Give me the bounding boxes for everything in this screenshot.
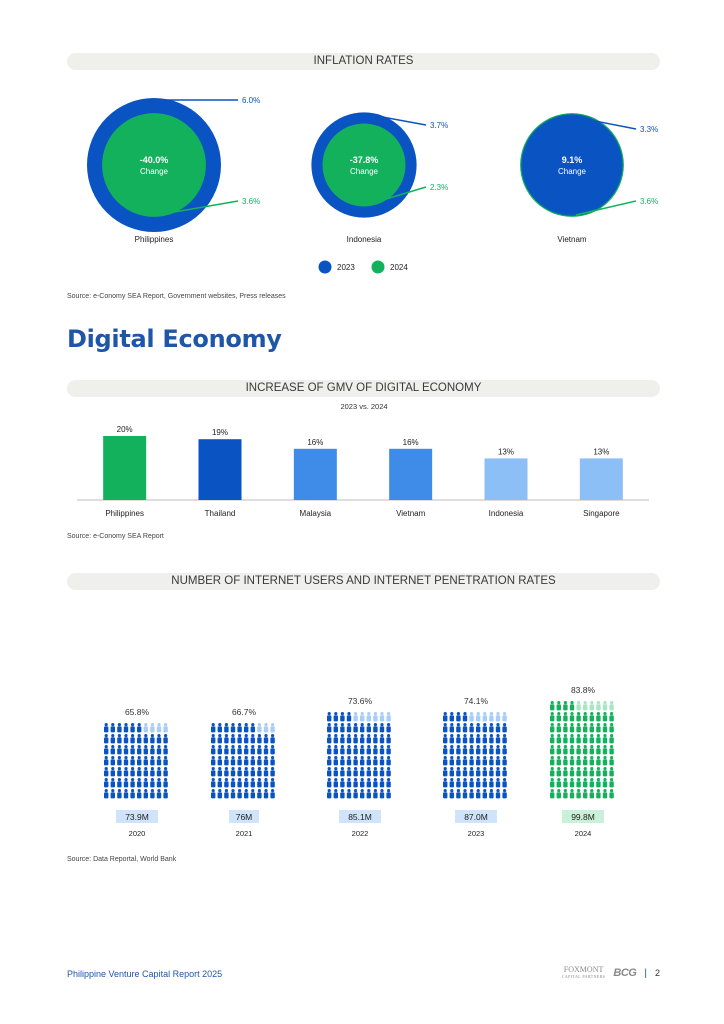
country-name: Indonesia [347, 235, 382, 244]
users-badge-bg [455, 810, 497, 823]
year-label: 2020 [129, 829, 146, 838]
change-value: -37.8% [350, 155, 379, 165]
footer-logos: FOXMONT CAPITAL PARTNERS BCG | 2 [562, 966, 660, 980]
gmv-category-label: Thailand [205, 509, 236, 518]
pictogram-2022: 73.6% 85.1M 2022 [327, 696, 391, 838]
foxmont-logo: FOXMONT CAPITAL PARTNERS [561, 965, 606, 980]
footer-report-title: Philippine Venture Capital Report 2025 [67, 969, 223, 979]
label-2024: 3.6% [640, 197, 658, 206]
leader-2024 [575, 200, 637, 216]
change-value: -40.0% [140, 155, 169, 165]
label-2023: 3.3% [640, 125, 658, 134]
gmv-value-label: 16% [403, 438, 419, 447]
change-label: Change [558, 167, 587, 176]
gmv-bar-indonesia [484, 458, 528, 500]
gmv-bar-singapore [579, 458, 623, 500]
change-value: 9.1% [562, 155, 583, 165]
internet-pictogram-chart: 65.8% 73.9M 2020 66.7% 76M 2021 73.6% 85.1M 2022… [104, 685, 614, 838]
country-name: Philippines [135, 235, 174, 244]
pictogram-2021: 66.7% 76M 2021 [211, 707, 275, 838]
gmv-category-label: Malaysia [300, 509, 332, 518]
country-name: Vietnam [557, 235, 587, 244]
label-2024: 2.3% [430, 183, 448, 192]
gmv-value-label: 20% [117, 425, 133, 434]
users-value: 73.9M [125, 812, 149, 822]
gmv-bar-thailand [198, 439, 242, 500]
inflation-source: Source: e-Conomy SEA Report, Government … [67, 293, 286, 300]
change-label: Change [350, 167, 379, 176]
legend-swatch-2024 [371, 260, 385, 274]
year-label: 2024 [575, 829, 592, 838]
gmv-value-label: 16% [307, 438, 323, 447]
users-value: 99.8M [571, 812, 595, 822]
year-label: 2021 [236, 829, 253, 838]
gmv-category-label: Singapore [583, 509, 620, 518]
gmv-value-label: 13% [498, 447, 514, 456]
leader-2023 [367, 113, 427, 126]
donut-philippines: -40.0% Change 6.0% 3.6% Philippines [87, 96, 260, 244]
gmv-category-label: Philippines [105, 509, 144, 518]
penetration-label: 66.7% [232, 707, 257, 717]
gmv-bar-philippines [103, 436, 147, 500]
bcg-logo: BCG [613, 967, 637, 979]
gmv-section-title: INCREASE OF GMV OF DIGITAL ECONOMY [67, 380, 660, 397]
label-2023: 3.7% [430, 121, 448, 130]
gmv-category-label: Indonesia [489, 509, 524, 518]
penetration-label: 65.8% [125, 707, 150, 717]
leader-2023 [575, 116, 637, 130]
users-value: 76M [236, 812, 253, 822]
legend-label-2024: 2024 [390, 263, 408, 272]
label-2023: 6.0% [242, 96, 260, 105]
users-badge-bg [116, 810, 158, 823]
internet-source: Source: Data Reportal, World Bank [67, 856, 177, 863]
users-value: 87.0M [464, 812, 488, 822]
circle-inner-outline [521, 114, 623, 216]
internet-section-title: NUMBER OF INTERNET USERS AND INTERNET PE… [67, 573, 660, 590]
penetration-label: 83.8% [571, 685, 596, 695]
legend-label-2023: 2023 [337, 263, 355, 272]
users-value: 85.1M [348, 812, 372, 822]
penetration-label: 74.1% [464, 696, 489, 706]
page-number: 2 [654, 968, 660, 978]
penetration-label: 73.6% [348, 696, 373, 706]
gmv-category-label: Vietnam [396, 509, 426, 518]
gmv-source: Source: e-Conomy SEA Report [67, 533, 164, 540]
digital-economy-heading: Digital Economy [67, 325, 282, 353]
gmv-value-label: 19% [212, 428, 228, 437]
pictogram-2023: 74.1% 87.0M 2023 [443, 696, 507, 838]
gmv-value-label: 13% [593, 447, 609, 456]
pictogram-2020: 65.8% 73.9M 2020 [104, 707, 168, 838]
year-label: 2022 [352, 829, 369, 838]
gmv-bar-chart: 2023 vs. 2024 20% Philippines 19% Thailand 16… [77, 402, 649, 518]
change-label: Change [140, 167, 169, 176]
users-badge-bg [339, 810, 381, 823]
gmv-subtitle: 2023 vs. 2024 [340, 402, 387, 411]
year-label: 2023 [468, 829, 485, 838]
label-2024: 3.6% [242, 197, 260, 206]
leader-2024 [367, 186, 427, 206]
circle-inner [322, 123, 406, 207]
users-badge-bg [229, 810, 259, 823]
leader-2024 [157, 200, 239, 216]
circle-inner [522, 115, 622, 215]
inflation-section-title: INFLATION RATES [67, 53, 660, 70]
gmv-bar-malaysia [293, 448, 337, 500]
footer-separator: | [644, 967, 647, 979]
inflation-legend: 2023 2024 [318, 260, 408, 274]
inflation-donut-charts: -40.0% Change 6.0% 3.6% Philippines -37.8% Cha… [87, 96, 658, 274]
donut-vietnam: 9.1% Change 3.3% 3.6% Vietnam [520, 113, 658, 244]
users-badge-bg [562, 810, 604, 823]
pictogram-2024: 83.8% 99.8M 2024 [550, 685, 614, 838]
gmv-bar-vietnam [389, 448, 433, 500]
legend-swatch-2023 [318, 260, 332, 274]
donut-indonesia: -37.8% Change 3.7% 2.3% Indonesia [311, 112, 448, 244]
circle-inner [102, 113, 206, 217]
